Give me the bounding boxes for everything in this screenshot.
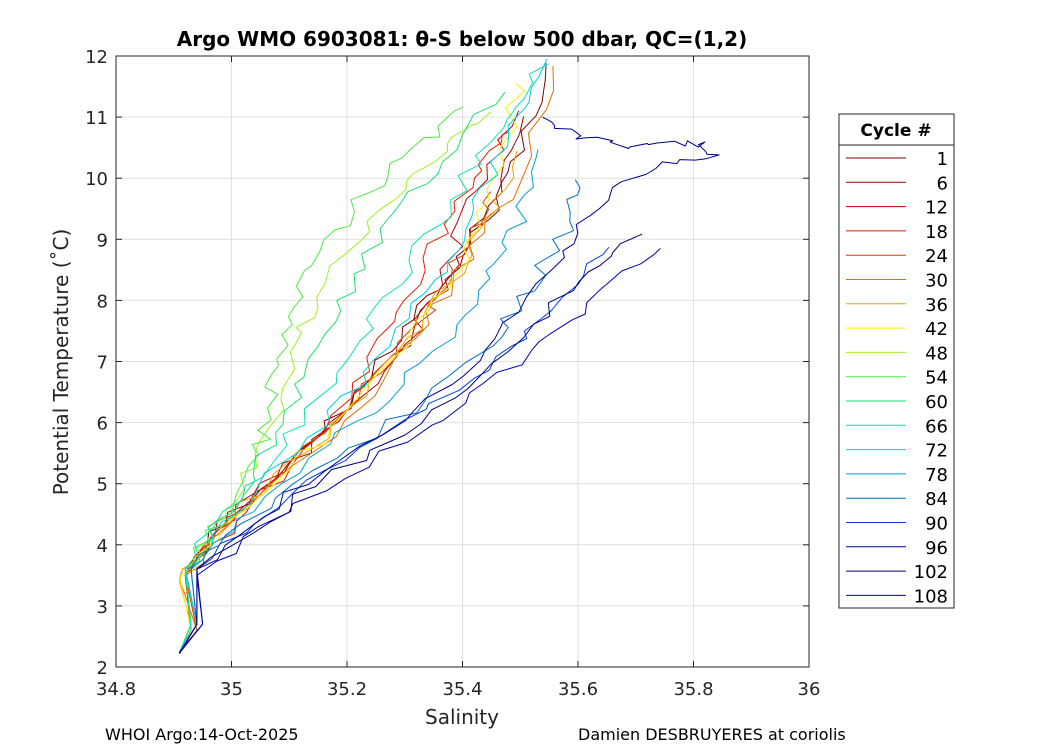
legend-label: 1 [937, 149, 948, 170]
legend-entries: 1 6 12 18 24 30 36 42 48 54 60 66 72 78 84 90 96 102 108 [846, 149, 948, 607]
x-tick-label: 35 [220, 679, 243, 700]
y-tick-label: 12 [85, 47, 108, 68]
x-axis-label: Salinity [425, 705, 499, 729]
y-tick-label: 7 [97, 353, 108, 374]
legend-label: 90 [925, 514, 948, 535]
legend-label: 12 [925, 198, 948, 219]
y-tick-label: 5 [97, 475, 108, 496]
legend-label: 42 [925, 319, 948, 340]
legend-label: 60 [925, 392, 948, 413]
legend-label: 66 [925, 416, 948, 437]
footer-credit-left: WHOI Argo:14-Oct-2025 [105, 725, 299, 744]
y-tick-label: 10 [85, 169, 108, 190]
plot-area: 34.8 35 35.2 35.4 35.6 35.8 36 2 3 4 5 6 7 8 9 10 11 12 [85, 47, 820, 700]
series-line [179, 58, 548, 653]
series-line [179, 63, 549, 654]
legend-label: 48 [925, 343, 948, 364]
legend-label: 72 [925, 441, 948, 462]
y-tick-label: 4 [97, 536, 108, 557]
y-tick-label: 11 [85, 108, 108, 129]
x-tick-label: 35.8 [673, 679, 713, 700]
series-line [179, 116, 720, 654]
legend-label: 96 [925, 538, 948, 559]
legend-label: 102 [914, 562, 948, 583]
legend-label: 78 [925, 465, 948, 486]
legend-label: 54 [925, 368, 948, 389]
x-tick-label: 35.2 [327, 679, 367, 700]
legend: Cycle # 1 6 12 18 24 30 36 42 48 54 60 66 72 78 84 90 96… [838, 113, 955, 609]
y-tick-label: 8 [97, 291, 108, 312]
series-line [179, 248, 661, 653]
chart-title: Argo WMO 6903081: θ-S below 500 dbar, QC… [177, 27, 747, 51]
x-tick-label: 34.8 [96, 679, 136, 700]
grid-lines [116, 56, 809, 667]
legend-title: Cycle # [860, 121, 931, 141]
series-group [179, 58, 720, 654]
y-tick-label: 2 [97, 658, 108, 679]
legend-label: 108 [914, 586, 948, 607]
y-axis-ticks: 2 3 4 5 6 7 8 9 10 11 12 [85, 47, 809, 679]
series-line [179, 83, 526, 653]
footer-credit-right: Damien DESBRUYERES at coriolis [578, 725, 846, 744]
legend-label: 84 [925, 489, 948, 510]
legend-label: 18 [925, 222, 948, 243]
x-tick-label: 35.6 [558, 679, 598, 700]
x-tick-label: 36 [798, 679, 821, 700]
legend-label: 24 [925, 246, 948, 267]
x-tick-label: 35.4 [442, 679, 482, 700]
y-axis-label: Potential Temperature (˚C) [49, 229, 73, 496]
x-axis-ticks: 34.8 35 35.2 35.4 35.6 35.8 36 [96, 56, 820, 700]
y-tick-label: 3 [97, 597, 108, 618]
y-tick-label: 9 [97, 230, 108, 251]
legend-label: 36 [925, 295, 948, 316]
series-line [179, 66, 555, 653]
y-tick-label: 6 [97, 414, 108, 435]
series-line [179, 179, 581, 654]
legend-box [838, 113, 955, 609]
legend-label: 6 [937, 173, 948, 194]
legend-label: 30 [925, 271, 948, 292]
